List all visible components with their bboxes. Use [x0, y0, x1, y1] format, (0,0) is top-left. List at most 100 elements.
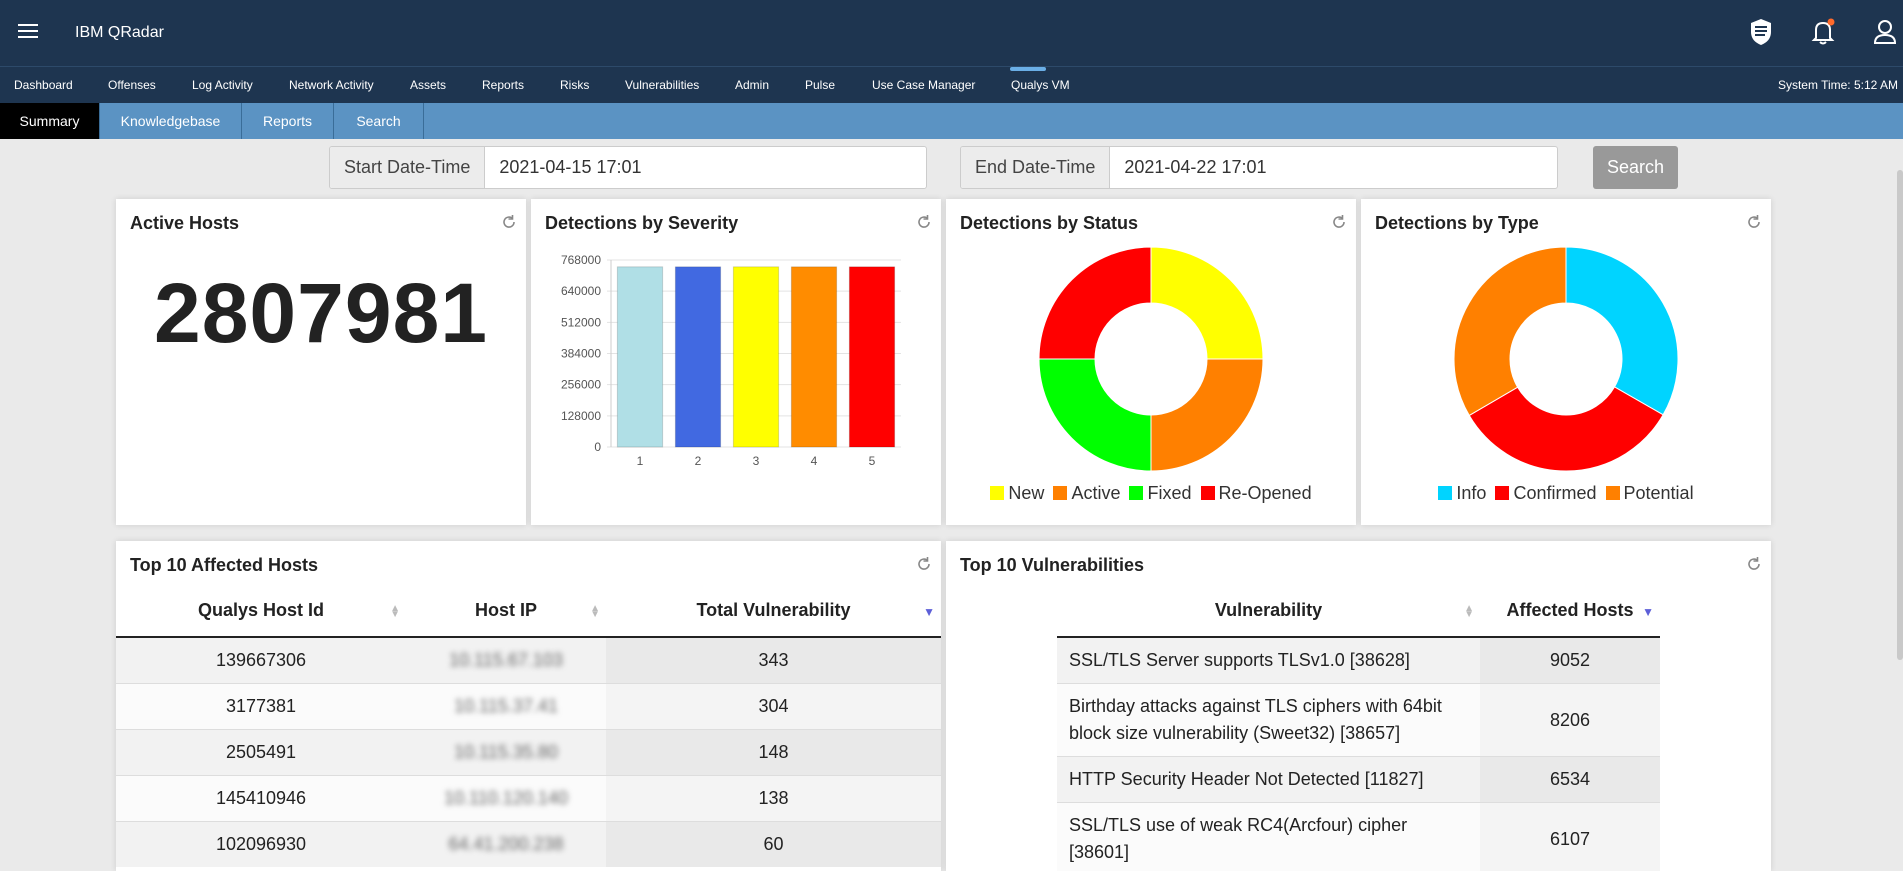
nav-item-dashboard[interactable]: Dashboard [14, 78, 73, 92]
table-row[interactable]: 3177381 10.115.37.41 304 [116, 682, 941, 729]
table-cell: 2505491 [116, 728, 406, 775]
nav-item-admin[interactable]: Admin [735, 78, 770, 92]
legend-item[interactable]: New [990, 483, 1044, 504]
nav-item-offenses[interactable]: Offenses [108, 78, 156, 92]
top-vulnerabilities-table: Vulnerability ▲ ▼ Affected Hosts ▼ SSL/TLS … [1057, 585, 1660, 871]
nav-item-use-case-manager[interactable]: Use Case Manager [872, 78, 976, 92]
donut-slice[interactable] [1468, 386, 1664, 472]
table-row[interactable]: HTTP Security Header Not Detected [11827… [1057, 756, 1660, 803]
sort-icon[interactable]: ▲ ▼ [1464, 603, 1474, 620]
sort-icon[interactable]: ▲ ▼ [590, 603, 600, 620]
shield-icon[interactable] [1743, 14, 1779, 50]
bar[interactable] [616, 266, 664, 448]
refresh-icon[interactable] [1745, 213, 1763, 231]
column-header[interactable]: Qualys Host Id ▲ ▼ [116, 585, 406, 638]
refresh-icon[interactable] [915, 555, 933, 573]
donut-slice[interactable] [1565, 246, 1679, 416]
donut-slice[interactable] [1150, 246, 1264, 360]
table-cell: 139667306 [116, 636, 406, 683]
nav-item-pulse[interactable]: Pulse [805, 78, 836, 92]
table-row[interactable]: 102096930 64.41.200.238 60 [116, 820, 941, 867]
tab-knowledgebase[interactable]: Knowledgebase [100, 103, 242, 139]
column-header[interactable]: Total Vulnerability ▼ [606, 585, 941, 638]
refresh-icon[interactable] [1330, 213, 1348, 231]
end-date-input[interactable] [1110, 147, 1551, 188]
nav-item-log-activity[interactable]: Log Activity [192, 78, 253, 92]
nav-item-network-activity[interactable]: Network Activity [289, 78, 374, 92]
tab-search[interactable]: Search [334, 103, 424, 139]
nav-item-qualys-vm[interactable]: Qualys VM [1011, 78, 1070, 92]
legend-item[interactable]: Fixed [1129, 483, 1192, 504]
tab-reports[interactable]: Reports [242, 103, 334, 139]
legend-item[interactable]: Re-Opened [1200, 483, 1312, 504]
legend-item[interactable]: Info [1438, 483, 1486, 504]
legend-item[interactable]: Active [1053, 483, 1120, 504]
card-title: Detections by Severity [545, 213, 739, 233]
table-cell: 6534 [1480, 756, 1660, 803]
table-row[interactable]: 145410946 10.110.120.140 138 [116, 774, 941, 821]
x-tick-label: 5 [869, 454, 876, 468]
donut-slice[interactable] [1038, 358, 1152, 472]
table-cell: 148 [606, 728, 941, 775]
table-row[interactable]: Birthday attacks against TLS ciphers wit… [1057, 683, 1660, 757]
active-hosts-card: Active Hosts 2807981 [116, 199, 526, 525]
status-legend: New Active Fixed Re-Opened [946, 483, 1356, 504]
refresh-icon[interactable] [500, 213, 518, 231]
nav-item-reports[interactable]: Reports [482, 78, 525, 92]
refresh-icon[interactable] [1745, 555, 1763, 573]
bar[interactable] [848, 266, 896, 448]
donut-slice[interactable] [1038, 246, 1152, 360]
host-ip-cell: 10.110.120.140 [406, 774, 606, 821]
type-donut-chart [1453, 246, 1679, 472]
top-vulnerabilities-card: Top 10 Vulnerabilities Vulnerability ▲ ▼ A… [946, 541, 1771, 871]
nav-active-indicator [1010, 67, 1046, 71]
start-date-input[interactable] [485, 147, 926, 188]
app-title: IBM QRadar [75, 24, 164, 41]
notification-bell-icon[interactable] [1805, 14, 1841, 50]
search-button[interactable]: Search [1593, 146, 1678, 189]
nav-item-risks[interactable]: Risks [560, 78, 590, 92]
column-header[interactable]: Host IP ▲ ▼ [406, 585, 606, 638]
table-row[interactable]: 2505491 10.115.35.80 148 [116, 728, 941, 775]
legend-item[interactable]: Confirmed [1495, 483, 1597, 504]
hamburger-menu-icon[interactable] [18, 24, 38, 40]
table-cell: 102096930 [116, 820, 406, 867]
column-header[interactable]: Affected Hosts ▼ [1480, 585, 1660, 638]
card-title: Detections by Type [1375, 213, 1539, 233]
refresh-icon[interactable] [915, 213, 933, 231]
sort-icon[interactable]: ▲ ▼ [390, 603, 400, 620]
tab-summary[interactable]: Summary [0, 103, 100, 139]
donut-slice[interactable] [1150, 358, 1264, 472]
table-row[interactable]: 139667306 10.115.67.103 343 [116, 636, 941, 683]
bar[interactable] [732, 266, 780, 448]
y-tick-label: 0 [594, 440, 601, 454]
bar[interactable] [674, 266, 722, 448]
y-tick-label: 512000 [561, 315, 601, 329]
column-header[interactable]: Vulnerability ▲ ▼ [1057, 585, 1480, 638]
page-scrollbar[interactable] [1897, 170, 1903, 660]
host-ip-cell: 10.115.67.103 [406, 636, 606, 683]
table-cell: 145410946 [116, 774, 406, 821]
nav-item-assets[interactable]: Assets [410, 78, 447, 92]
table-cell: Birthday attacks against TLS ciphers wit… [1057, 683, 1480, 757]
table-cell: 9052 [1480, 636, 1660, 684]
sort-desc-icon[interactable]: ▼ [1642, 605, 1654, 619]
y-tick-label: 768000 [561, 253, 601, 267]
y-tick-label: 384000 [561, 347, 601, 361]
main-nav: Dashboard Offenses Log Activity Network … [0, 66, 1903, 103]
table-row[interactable]: SSL/TLS use of weak RC4(Arcfour) cipher … [1057, 802, 1660, 871]
bar[interactable] [790, 266, 838, 448]
host-ip-cell: 10.115.35.80 [406, 728, 606, 775]
user-icon[interactable] [1867, 14, 1903, 50]
end-date-group: End Date-Time [960, 146, 1558, 189]
y-tick-label: 128000 [561, 409, 601, 423]
table-row[interactable]: SSL/TLS Server supports TLSv1.0 [38628] 9… [1057, 636, 1660, 684]
top-bar: IBM QRadar [0, 0, 1903, 66]
affected-hosts-card: Top 10 Affected Hosts Qualys Host Id ▲ ▼ H… [116, 541, 941, 871]
nav-item-vulnerabilities[interactable]: Vulnerabilities [625, 78, 700, 92]
donut-slice[interactable] [1453, 246, 1567, 417]
start-date-label: Start Date-Time [330, 147, 486, 188]
legend-item[interactable]: Potential [1605, 483, 1694, 504]
status-card: Detections by Status New Active Fixed Re… [946, 199, 1356, 525]
sort-desc-icon[interactable]: ▼ [923, 605, 935, 619]
